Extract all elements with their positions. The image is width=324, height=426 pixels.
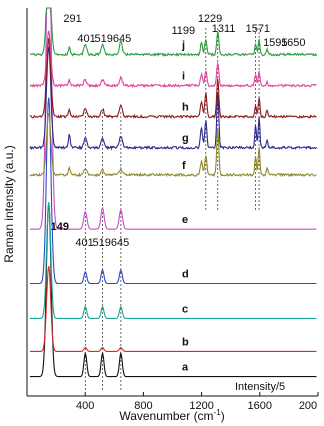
series-letter-a: a	[182, 362, 189, 374]
series-letter-j: j	[181, 40, 185, 52]
peak-label-top-519: 519	[95, 33, 113, 45]
series-line-d	[29, 97, 317, 285]
series-line-b	[29, 266, 317, 352]
series-letter-c: c	[182, 303, 188, 315]
x-axis-title: Wavenumber (cm-1)	[119, 408, 224, 423]
series-layer	[29, 7, 318, 378]
x-tick-label-800: 800	[134, 400, 152, 412]
x-tick-label-400: 400	[76, 400, 94, 412]
y-axis-title: Raman intensity (a.u.)	[2, 145, 16, 262]
series-letter-h: h	[182, 102, 189, 114]
series-line-h	[29, 38, 317, 120]
peak-guide-lines	[84, 28, 260, 392]
axes	[26, 8, 318, 397]
series-letter-g: g	[182, 133, 189, 145]
peak-label-bottom-519: 519	[93, 237, 111, 249]
x-tick-label-1600: 1600	[248, 400, 272, 412]
series-line-j	[29, 7, 318, 58]
series-letter-b: b	[182, 336, 189, 348]
x-axis-title-sup: -1	[214, 408, 222, 417]
series-line-i	[29, 30, 317, 89]
peak-label-bottom-401: 401	[75, 237, 93, 249]
x-tick-label-2000: 200	[299, 400, 317, 412]
peak-label-top-1595: 1595	[263, 37, 287, 49]
peak-label-top-291: 291	[63, 13, 81, 25]
series-line-e	[29, 7, 317, 230]
peak-label-top-1650: 1650	[281, 37, 305, 49]
peak-label-bottom-149: 149	[51, 221, 69, 233]
peak-label-bottom-645: 645	[111, 237, 129, 249]
peak-label-top-401: 401	[77, 33, 95, 45]
x-axis-title-main: Wavenumber (cm	[119, 409, 213, 423]
peak-label-top-1571: 1571	[246, 23, 270, 35]
series-letter-e: e	[182, 214, 188, 226]
peak-label-top-1199: 1199	[171, 25, 195, 37]
x-tick-label-1200: 1200	[189, 400, 213, 412]
series-line-g	[29, 46, 317, 151]
series-letter-f: f	[182, 160, 186, 172]
series-labels: a b c d e f g h i j	[181, 40, 189, 374]
series-line-f	[29, 112, 317, 178]
peak-label-top-1229: 1229	[198, 13, 222, 25]
peak-label-top-1311: 1311	[212, 23, 236, 35]
series-letter-d: d	[182, 268, 189, 280]
peak-label-top-645: 645	[113, 33, 131, 45]
intensity-note: Intensity/5	[235, 381, 285, 393]
x-ticks: 400 800 1200 1600 200	[76, 392, 319, 412]
series-letter-i: i	[182, 71, 185, 83]
series-line-c	[29, 202, 317, 319]
series-line-a	[29, 202, 317, 378]
x-axis-title-end: )	[221, 409, 225, 423]
